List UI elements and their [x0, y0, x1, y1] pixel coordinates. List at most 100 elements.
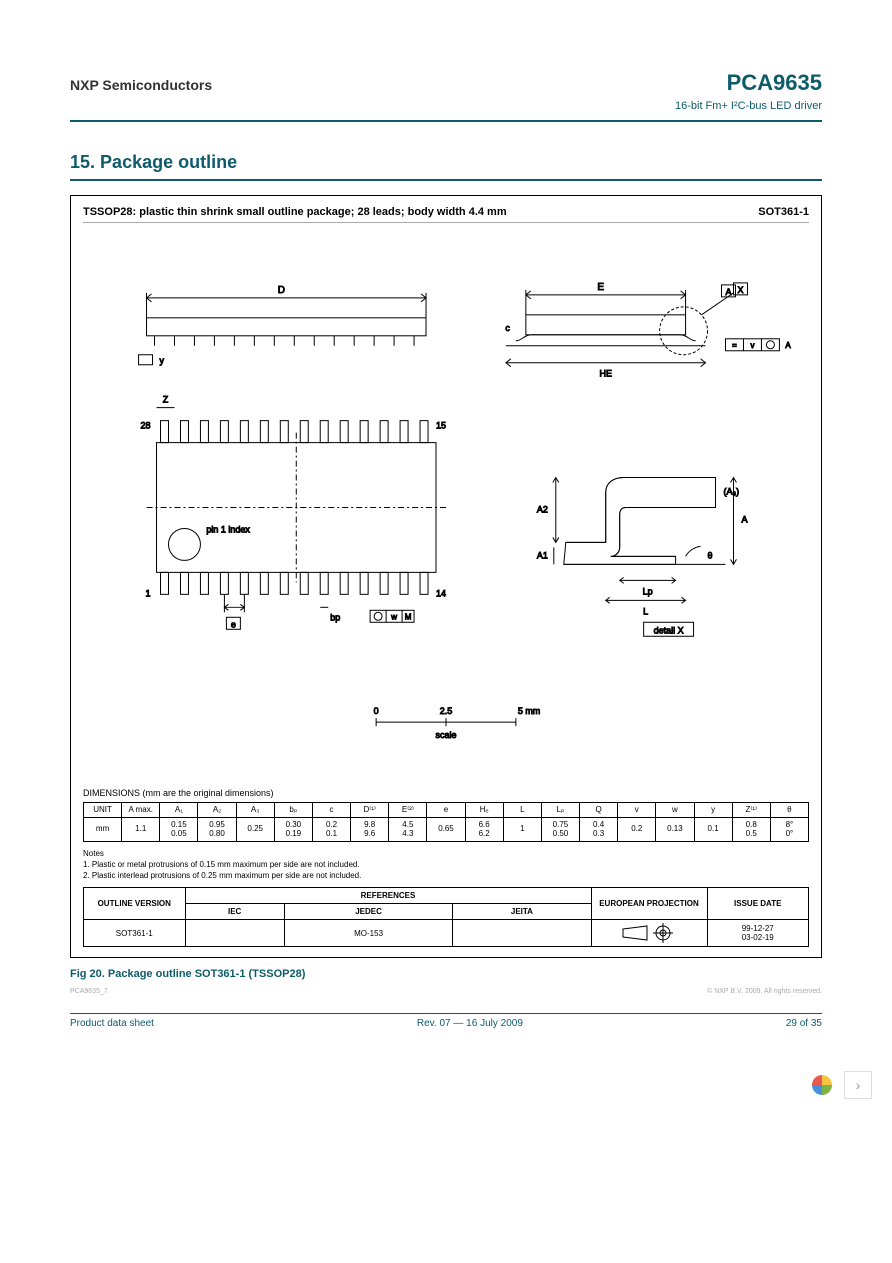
dim-header: UNIT: [84, 803, 122, 818]
dimensions-table: UNIT A max. A₁ A₂ A₃ bₚ c D⁽¹⁾ E⁽²⁾ e Hₑ…: [83, 802, 809, 842]
dim-cell: 1: [503, 817, 541, 841]
figure-caption: Fig 20. Package outline SOT361-1 (TSSOP2…: [70, 968, 822, 980]
dim-cell: mm: [84, 817, 122, 841]
dim-header: D⁽¹⁾: [351, 803, 389, 818]
footer-left: Product data sheet: [70, 1018, 154, 1029]
svg-text:(A₃): (A₃): [724, 487, 740, 497]
svg-text:X: X: [737, 285, 743, 295]
table-row: OUTLINE VERSION REFERENCES EUROPEAN PROJ…: [84, 888, 809, 904]
dim-cell: 1.1: [122, 817, 160, 841]
dim-cell: 4.5 4.3: [389, 817, 427, 841]
dim-cell: 0.2 0.1: [312, 817, 350, 841]
dim-cell: 8° 0°: [770, 817, 808, 841]
ref-subheader: JEDEC: [284, 904, 453, 920]
dim-cell: 6.6 6.2: [465, 817, 503, 841]
svg-text:2.5: 2.5: [440, 706, 452, 716]
svg-text:5 mm: 5 mm: [518, 706, 540, 716]
svg-text:A2: A2: [537, 504, 548, 514]
svg-text:A: A: [741, 514, 747, 524]
dim-cell: 0.8 0.5: [732, 817, 770, 841]
product-subtitle: 16-bit Fm+ I²C-bus LED driver: [70, 100, 822, 118]
section-number: 15.: [70, 152, 95, 172]
note-1: 1. Plastic or metal protrusions of 0.15 …: [83, 859, 809, 870]
table-row: SOT361-1 MO-153 99-12-27 03-02-19: [84, 920, 809, 947]
ref-header: REFERENCES: [185, 888, 591, 904]
ref-header: OUTLINE VERSION: [84, 888, 186, 920]
dim-header: Lₚ: [541, 803, 579, 818]
svg-text:14: 14: [436, 588, 446, 598]
page-footer: Product data sheet Rev. 07 — 16 July 200…: [70, 1014, 822, 1029]
svg-text:1: 1: [146, 588, 151, 598]
section-rule: [70, 179, 822, 181]
dim-cell: 0.4 0.3: [580, 817, 618, 841]
dim-header: Q: [580, 803, 618, 818]
footer-center: Rev. 07 — 16 July 2009: [417, 1018, 523, 1029]
package-drawing-svg: D y E A: [83, 223, 809, 782]
ref-cell: SOT361-1: [84, 920, 186, 947]
notes-heading: Notes: [83, 848, 809, 859]
svg-text:scale: scale: [436, 730, 457, 740]
dim-header: bₚ: [274, 803, 312, 818]
ref-header: ISSUE DATE: [707, 888, 809, 920]
svg-text:y: y: [160, 356, 165, 366]
svg-text:E: E: [597, 282, 604, 293]
svg-text:θ: θ: [708, 550, 713, 560]
ref-subheader: IEC: [185, 904, 284, 920]
pager-logo-icon: [808, 1071, 836, 1099]
dim-header: v: [618, 803, 656, 818]
dim-cell: 0.15 0.05: [160, 817, 198, 841]
dim-header: Hₑ: [465, 803, 503, 818]
references-table: OUTLINE VERSION REFERENCES EUROPEAN PROJ…: [83, 887, 809, 947]
svg-text:HE: HE: [599, 369, 611, 379]
ref-cell: [185, 920, 284, 947]
note-2: 2. Plastic interlead protrusions of 0.25…: [83, 870, 809, 881]
svg-text:D: D: [278, 285, 285, 296]
dim-cell: 0.95 0.80: [198, 817, 236, 841]
dim-cell: 0.2: [618, 817, 656, 841]
svg-text:pin 1 index: pin 1 index: [206, 524, 250, 534]
section-heading: 15. Package outline: [70, 152, 822, 173]
dim-header: w: [656, 803, 694, 818]
table-row: mm 1.1 0.15 0.05 0.95 0.80 0.25 0.30 0.1…: [84, 817, 809, 841]
notes-block: Notes 1. Plastic or metal protrusions of…: [83, 848, 809, 882]
dim-cell: 0.75 0.50: [541, 817, 579, 841]
svg-text:e: e: [231, 619, 236, 629]
dim-header: A₃: [236, 803, 274, 818]
dim-header: c: [312, 803, 350, 818]
package-diagram-panel: TSSOP28: plastic thin shrink small outli…: [70, 195, 822, 958]
pager-widget: ›: [808, 1071, 872, 1099]
doc-id: PCA9635_7: [70, 988, 108, 995]
dim-cell: 9.8 9.6: [351, 817, 389, 841]
dim-header: A₂: [198, 803, 236, 818]
dim-header: A₁: [160, 803, 198, 818]
copyright: © NXP B.V. 2009. All rights reserved.: [707, 988, 822, 995]
package-description: TSSOP28: plastic thin shrink small outli…: [83, 206, 507, 218]
package-code: SOT361-1: [758, 206, 809, 218]
next-page-button[interactable]: ›: [844, 1071, 872, 1099]
projection-icon: [619, 923, 679, 943]
dim-cell: 0.13: [656, 817, 694, 841]
fine-print: PCA9635_7 © NXP B.V. 2009. All rights re…: [70, 988, 822, 995]
svg-text:A: A: [785, 341, 791, 350]
ref-cell-projection: [591, 920, 707, 947]
dim-cell: 0.30 0.19: [274, 817, 312, 841]
svg-text:detail X: detail X: [654, 625, 684, 635]
svg-text:28: 28: [141, 421, 151, 431]
ref-subheader: JEITA: [453, 904, 591, 920]
svg-text:L: L: [643, 606, 648, 616]
chevron-right-icon: ›: [856, 1077, 861, 1093]
svg-text:Z: Z: [163, 395, 169, 405]
svg-text:Lp: Lp: [643, 586, 653, 596]
section-title-text: Package outline: [100, 152, 237, 172]
dim-header: E⁽²⁾: [389, 803, 427, 818]
svg-text:A1: A1: [537, 550, 548, 560]
svg-text:=: =: [732, 341, 737, 350]
header-rule: [70, 120, 822, 122]
dim-cell: 0.1: [694, 817, 732, 841]
svg-text:0: 0: [374, 706, 379, 716]
product-code: PCA9635: [727, 70, 822, 96]
dim-header: Z⁽¹⁾: [732, 803, 770, 818]
technical-drawing: D y E A: [83, 222, 809, 782]
svg-text:w: w: [390, 612, 397, 621]
ref-cell: 99-12-27 03-02-19: [707, 920, 809, 947]
